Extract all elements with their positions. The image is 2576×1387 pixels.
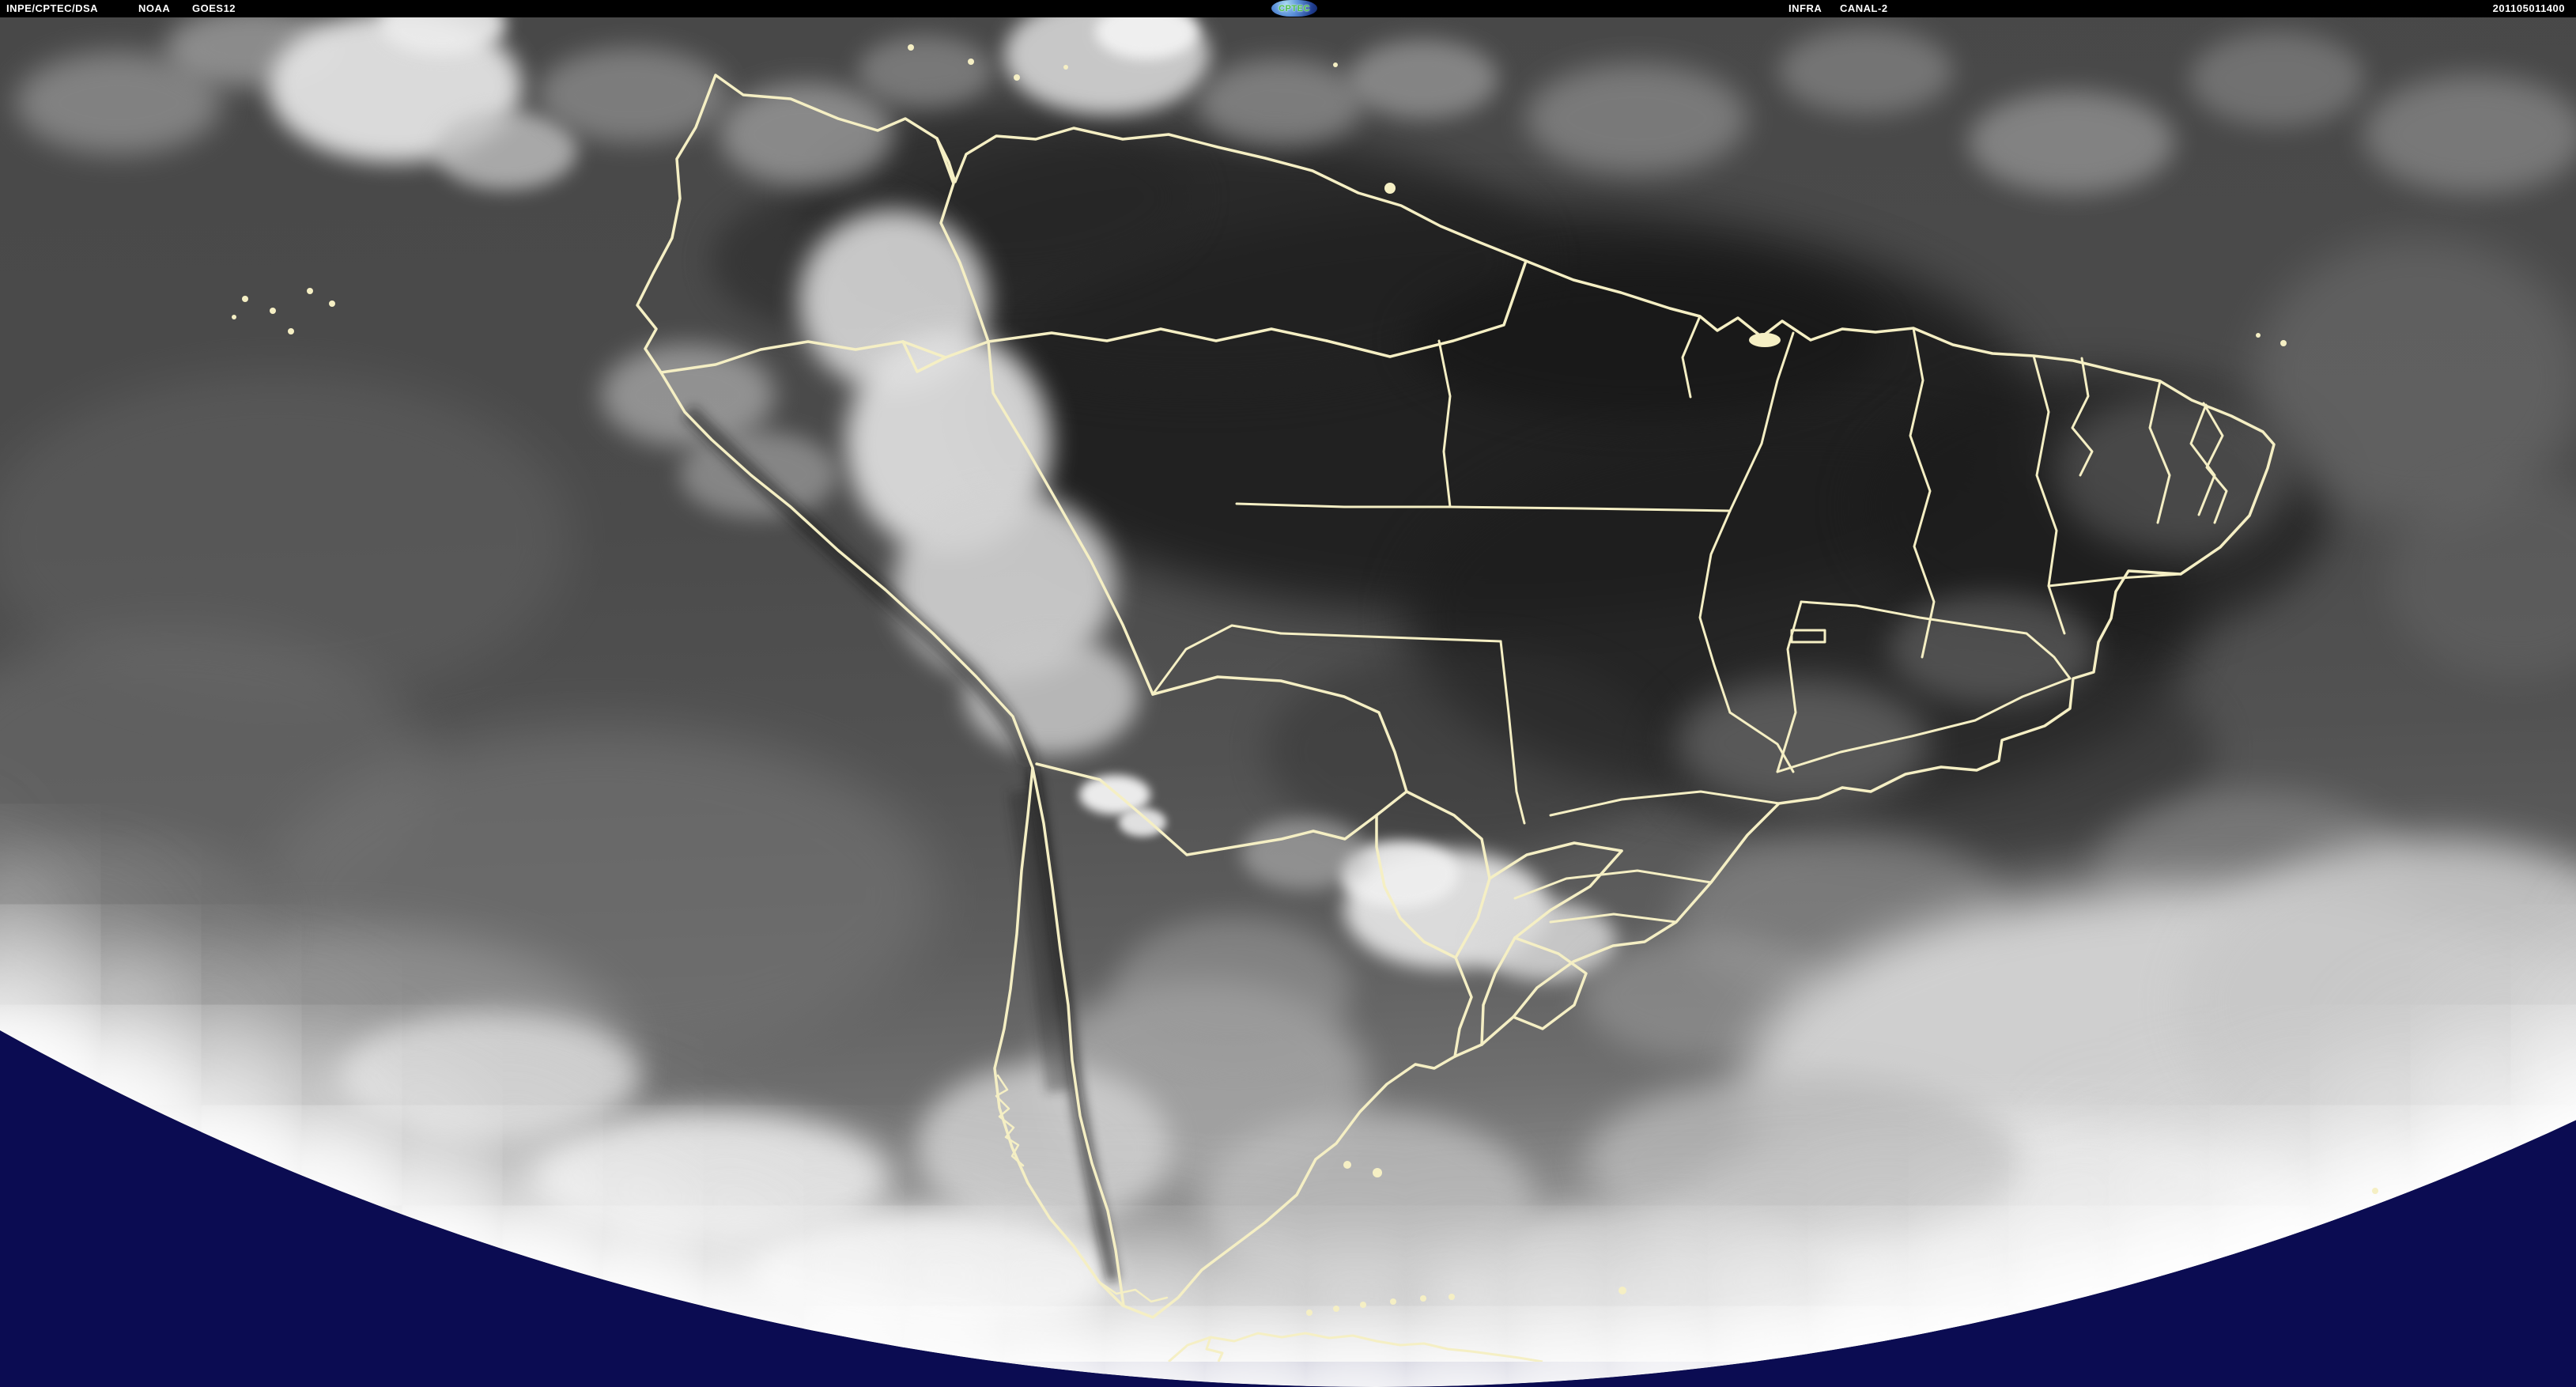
header-bar: INPE/CPTEC/DSA NOAA GOES12 CPTEC INFRA C… bbox=[0, 0, 2576, 17]
brazil-state-borders bbox=[1151, 315, 2228, 924]
island-specks bbox=[232, 44, 2378, 1316]
band-label: INFRA bbox=[1788, 2, 1822, 14]
timestamp-label: 201105011400 bbox=[2492, 2, 2565, 14]
channel-label: CANAL-2 bbox=[1840, 2, 1888, 14]
antarctic-peninsula-outline bbox=[1168, 1332, 1543, 1362]
agency-label: INPE/CPTEC/DSA bbox=[6, 2, 99, 14]
cptec-logo: CPTEC bbox=[1271, 0, 1317, 17]
operator-label: NOAA bbox=[138, 2, 171, 14]
country-borders bbox=[636, 74, 2276, 1319]
cloud-blob bbox=[2301, 1194, 2576, 1368]
satellite-label: GOES12 bbox=[192, 2, 236, 14]
cptec-logo-text: CPTEC bbox=[1279, 3, 1310, 13]
andes-dark-shading bbox=[682, 405, 1120, 1283]
